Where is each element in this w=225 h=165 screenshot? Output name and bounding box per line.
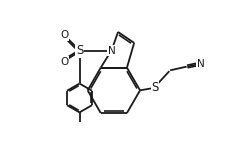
- Text: S: S: [76, 44, 83, 57]
- Text: N: N: [108, 46, 115, 56]
- Text: O: O: [60, 57, 68, 67]
- Text: O: O: [60, 30, 68, 40]
- Text: N: N: [197, 59, 205, 69]
- Text: S: S: [151, 81, 159, 94]
